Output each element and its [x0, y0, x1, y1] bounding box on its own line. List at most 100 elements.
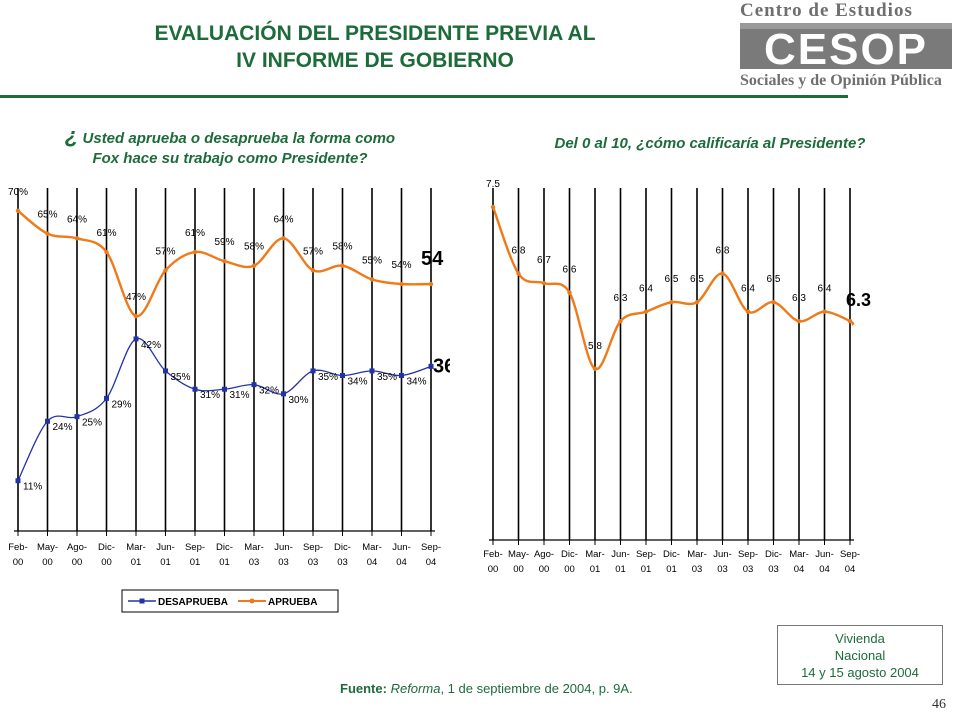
survey-note: Vivienda Nacional 14 y 15 agosto 2004 [777, 625, 943, 685]
data-label-aprueba: 47% [126, 292, 146, 303]
x-tick-label: Ago- [67, 542, 87, 553]
x-tick-label: Jun- [392, 542, 410, 553]
point-rating [490, 204, 496, 210]
point-desaprueba [133, 336, 139, 342]
legend-label-aprueba: APRUEBA [268, 597, 317, 608]
x-tick-label: 04 [367, 557, 378, 568]
point-rating [567, 290, 572, 295]
data-label-desaprueba: 30% [289, 395, 309, 406]
x-tick-label: 00 [564, 564, 575, 575]
x-tick-label: Dic- [98, 542, 115, 553]
x-tick-label: Jun- [611, 549, 629, 560]
point-rating [796, 318, 802, 324]
point-aprueba [74, 236, 80, 241]
x-tick-label: Feb- [8, 542, 28, 553]
x-tick-label: 00 [488, 564, 499, 575]
point-aprueba [369, 277, 375, 282]
x-tick-label: 04 [845, 564, 856, 575]
source-details: , 1 de septiembre de 2004, p. 9A. [440, 681, 633, 696]
data-label-rating: 6.7 [537, 255, 551, 266]
x-tick-label: Feb- [483, 549, 503, 560]
x-tick-label: 01 [666, 564, 677, 575]
x-tick-label: Jun- [815, 549, 833, 560]
x-tick-label: Dic- [663, 549, 680, 560]
x-tick-label: Mar- [789, 549, 809, 560]
point-rating [541, 280, 547, 286]
data-label-desaprueba: 35% [318, 372, 338, 383]
x-tick-label: Jun- [713, 549, 731, 560]
data-label-desaprueba: 11% [23, 482, 42, 493]
point-rating [592, 366, 598, 371]
x-tick-label: Mar- [126, 542, 146, 553]
data-label-aprueba: 61% [96, 228, 116, 239]
title-line-2: IV INFORME DE GOBIERNO [236, 49, 514, 72]
logo-bottom-text: Sociales y de Opinión Pública [740, 72, 942, 89]
data-label-rating: 5.8 [588, 341, 602, 352]
page-title: EVALUACIÓN DEL PRESIDENTE PREVIA AL IV I… [60, 20, 690, 74]
data-label-desaprueba: 34% [407, 377, 427, 388]
source-note: Fuente: Reforma, 1 de septiembre de 2004… [340, 681, 633, 696]
data-label-desaprueba: 35% [171, 372, 191, 383]
x-tick-label: 01 [615, 564, 626, 575]
point-desaprueba [340, 373, 345, 379]
x-tick-label: Dic- [334, 542, 351, 553]
x-tick-label: Sep- [421, 542, 441, 553]
data-label-rating: 6.4 [741, 284, 755, 295]
x-tick-label: 01 [590, 564, 601, 575]
x-tick-label: Sep- [738, 549, 758, 560]
point-desaprueba [428, 363, 434, 369]
data-label-desaprueba: 31% [200, 390, 220, 401]
data-label-desaprueba: 25% [82, 418, 102, 429]
point-desaprueba [163, 368, 168, 374]
data-label-aprueba: 61% [185, 228, 205, 239]
x-tick-label: Jun- [156, 542, 174, 553]
data-label-desaprueba: 34% [348, 377, 368, 388]
point-aprueba [45, 231, 50, 236]
survey-note-line-3: 14 y 15 agosto 2004 [801, 665, 919, 680]
x-tick-label: Dic- [561, 549, 578, 560]
data-label-rating: 6.5 [767, 274, 781, 285]
x-tick-label: 04 [426, 557, 437, 568]
point-aprueba [192, 249, 198, 255]
question-approval: ¿ Usted aprueba o desaprueba la forma co… [10, 125, 450, 169]
point-rating [745, 309, 751, 314]
x-tick-label: Mar- [362, 542, 382, 553]
data-label-desaprueba: 36 [433, 355, 450, 377]
data-label-aprueba: 57% [303, 246, 323, 257]
x-tick-label: 03 [249, 557, 260, 568]
point-desaprueba [192, 386, 198, 392]
point-desaprueba [310, 368, 316, 374]
x-tick-label: 04 [794, 564, 805, 575]
question-approval-line-1: Usted aprueba o desaprueba la forma como [82, 130, 396, 147]
data-label-rating: 6.4 [639, 284, 653, 295]
point-desaprueba [399, 373, 404, 379]
rating-chart: Feb- 00 May- 00 Ago- 00 Dic- 00 Mar- 01 Jun- 01 Sep-… [483, 179, 871, 575]
point-rating [771, 299, 776, 305]
data-label-aprueba: 55% [362, 255, 382, 266]
data-label-desaprueba: 31% [230, 390, 250, 401]
point-rating [720, 271, 725, 276]
svg-text:CESOP: CESOP [764, 25, 928, 74]
x-tick-label: Sep- [840, 549, 860, 560]
data-label-aprueba: 64% [273, 214, 293, 225]
x-tick-label: 03 [278, 557, 289, 568]
x-tick-label: Jun- [274, 542, 292, 553]
x-tick-label: 00 [42, 557, 53, 568]
point-desaprueba [104, 395, 109, 401]
point-aprueba [428, 281, 434, 287]
x-tick-label: 03 [717, 564, 728, 575]
data-label-rating: 6.6 [563, 265, 577, 276]
x-tick-label: 03 [743, 564, 754, 575]
source-publication: Reforma [390, 681, 441, 696]
x-tick-label: 01 [160, 557, 171, 568]
point-desaprueba [369, 368, 375, 374]
point-rating [516, 271, 521, 276]
point-desaprueba [251, 382, 257, 388]
point-aprueba [340, 263, 345, 268]
x-tick-label: May- [508, 549, 529, 560]
title-line-1: EVALUACIÓN DEL PRESIDENTE PREVIA AL [154, 22, 596, 45]
x-tick-label: 03 [337, 557, 348, 568]
data-label-rating: 6.3 [614, 293, 628, 304]
question-rating: Del 0 al 10, ¿cómo calificaría al Presid… [554, 135, 866, 152]
data-label-aprueba: 54 [421, 248, 444, 270]
